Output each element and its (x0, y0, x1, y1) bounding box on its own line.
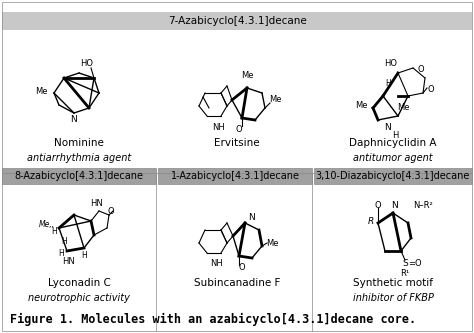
Text: neurotrophic activity: neurotrophic activity (28, 293, 130, 303)
Text: N: N (384, 124, 392, 133)
Text: Me: Me (266, 238, 278, 247)
Text: H: H (392, 132, 398, 141)
Text: N–R²: N–R² (413, 200, 433, 209)
Text: O: O (236, 126, 242, 135)
Text: R: R (368, 216, 374, 225)
Text: H: H (61, 236, 67, 245)
Text: Me: Me (241, 72, 253, 81)
Text: antiarrhythmia agent: antiarrhythmia agent (27, 153, 131, 163)
Text: HO: HO (81, 59, 93, 68)
Text: =O: =O (408, 258, 422, 267)
Text: Me: Me (269, 96, 281, 105)
Text: H: H (385, 79, 391, 88)
Text: Figure 1. Molecules with an azabicyclo[4.3.1]decane core.: Figure 1. Molecules with an azabicyclo[4… (10, 313, 416, 326)
Text: N: N (71, 116, 77, 125)
Text: inhibitor of FKBP: inhibitor of FKBP (353, 293, 433, 303)
Text: Daphnicyclidin A: Daphnicyclidin A (349, 138, 437, 148)
Text: NH: NH (210, 258, 223, 267)
Text: O: O (108, 206, 114, 215)
Text: HO: HO (384, 59, 398, 68)
Text: O: O (239, 263, 246, 272)
Text: Ḣ̇: Ḣ̇ (58, 248, 64, 257)
FancyBboxPatch shape (2, 12, 472, 30)
Text: O: O (428, 86, 434, 95)
Text: Ervitsine: Ervitsine (214, 138, 260, 148)
Text: 8-Azabicyclo[4.3.1]decane: 8-Azabicyclo[4.3.1]decane (15, 171, 144, 181)
Text: N: N (392, 200, 398, 209)
Text: R¹: R¹ (401, 268, 410, 277)
Text: 1-Azabicyclo[4.3.1]decane: 1-Azabicyclo[4.3.1]decane (171, 171, 300, 181)
Text: Synthetic motif: Synthetic motif (353, 278, 433, 288)
Text: Nominine: Nominine (54, 138, 104, 148)
Text: Me: Me (397, 104, 409, 113)
Text: H: H (81, 250, 87, 259)
Text: NH: NH (213, 124, 225, 133)
Text: antitumor agent: antitumor agent (353, 153, 433, 163)
Text: Me,,: Me,, (39, 220, 55, 229)
Text: N: N (249, 213, 255, 222)
Text: O: O (374, 200, 381, 209)
Text: HN: HN (91, 198, 103, 207)
FancyBboxPatch shape (314, 168, 472, 184)
Text: Lyconadin C: Lyconadin C (47, 278, 110, 288)
FancyBboxPatch shape (158, 168, 312, 184)
Text: 7-Azabicyclo[4.3.1]decane: 7-Azabicyclo[4.3.1]decane (168, 16, 306, 26)
Text: O: O (418, 66, 424, 75)
Text: Me: Me (35, 87, 47, 96)
Text: 3,10-Diazabicyclo[4.3.1]decane: 3,10-Diazabicyclo[4.3.1]decane (316, 171, 470, 181)
Text: H: H (51, 226, 57, 235)
Text: Subincanadine F: Subincanadine F (194, 278, 280, 288)
Text: Me: Me (355, 102, 367, 111)
FancyBboxPatch shape (2, 168, 156, 184)
Text: HN: HN (63, 256, 75, 265)
Text: S: S (402, 258, 408, 267)
